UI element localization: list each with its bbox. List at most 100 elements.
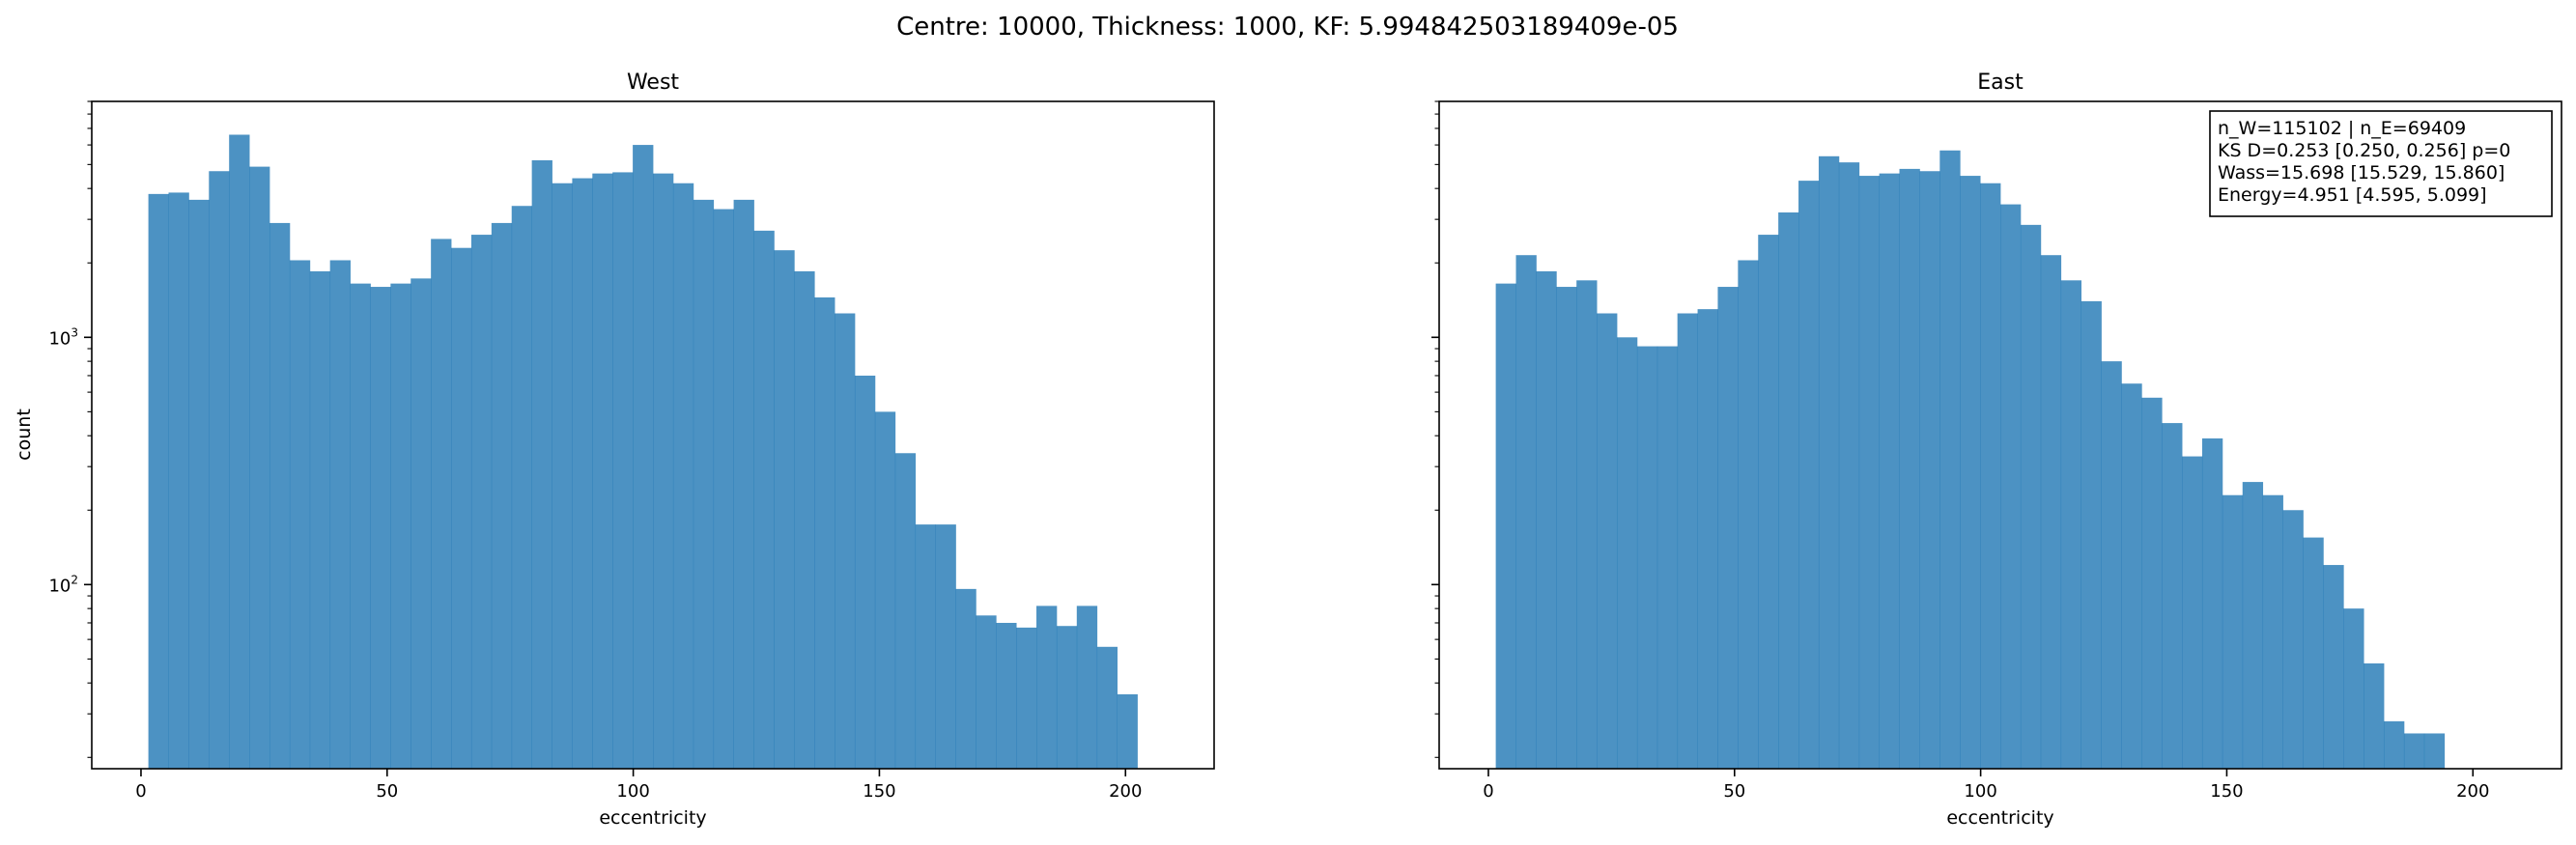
east-bar — [1758, 235, 1779, 769]
east-bar — [1556, 287, 1577, 769]
stats-line-counts: n_W=115102 | n_E=69409 — [2218, 118, 2466, 139]
west-x-ticks: 0 50 100 150 200 — [135, 769, 1142, 802]
west-bar — [350, 283, 371, 769]
east-title: East — [1977, 70, 2024, 95]
east-bar — [1597, 313, 1618, 769]
east-bar — [2201, 438, 2223, 769]
west-y-axis-label: count — [14, 408, 35, 461]
west-bar — [854, 375, 876, 769]
west-bar — [410, 278, 432, 769]
east-bar — [1960, 176, 1981, 769]
west-bar — [188, 199, 210, 769]
east-bar — [2040, 255, 2062, 769]
west-bar — [289, 260, 311, 769]
east-bar — [2364, 662, 2385, 769]
east-bar — [2282, 510, 2304, 769]
west-bar — [733, 199, 754, 769]
east-bar — [2323, 565, 2344, 769]
east-x-ticks: 0 50 100 150 200 — [1483, 769, 2489, 802]
east-axes-frame — [1438, 100, 2562, 770]
west-bar — [1036, 606, 1058, 769]
west-bar — [229, 134, 250, 770]
east-bar — [1616, 337, 1638, 769]
west-x-tick-label: 100 — [616, 781, 649, 802]
west-bars — [148, 134, 1138, 770]
east-x-axis-label: eccentricity — [1946, 807, 2053, 829]
east-bar — [2020, 224, 2042, 770]
east-bar — [1838, 162, 1860, 769]
east-bar — [2423, 733, 2446, 769]
west-bar — [1056, 626, 1078, 769]
east-bar — [1697, 309, 1718, 769]
west-x-tick-label: 200 — [1109, 781, 1142, 802]
west-bar — [309, 270, 331, 769]
east-bar — [2000, 204, 2022, 770]
east-x-tick-label: 150 — [2210, 781, 2243, 802]
west-bar — [470, 235, 493, 769]
west-bar — [390, 283, 411, 769]
east-bar — [2162, 423, 2183, 769]
east-bar — [1818, 155, 1840, 770]
west-bar — [572, 178, 593, 769]
east-bar — [2242, 482, 2264, 769]
west-bar — [592, 173, 613, 769]
west-bar — [693, 199, 715, 769]
east-bar — [1515, 255, 1537, 769]
west-bar — [874, 411, 896, 769]
west-bar — [612, 172, 634, 770]
east-bar — [2182, 456, 2203, 769]
east-x-tick-label: 0 — [1483, 781, 1493, 802]
stats-annotation-box — [2209, 110, 2553, 217]
west-bar — [996, 622, 1017, 769]
west-bar — [168, 192, 189, 770]
east-bar — [2222, 494, 2244, 769]
east-bar — [2403, 733, 2425, 769]
west-bar — [814, 296, 835, 769]
west-bar — [1016, 627, 1037, 769]
west-bar — [329, 260, 351, 769]
east-y-ticks — [1431, 100, 1439, 758]
stats-line-wass: Wass=15.698 [15.529, 15.860] — [2218, 162, 2505, 183]
west-bar — [148, 193, 169, 769]
east-bar — [1536, 270, 1557, 769]
west-bar — [511, 206, 533, 770]
west-bar — [935, 524, 956, 769]
east-bar — [1656, 346, 1679, 769]
west-x-tick-label: 0 — [135, 781, 146, 802]
west-bar — [672, 183, 694, 770]
east-bar — [1778, 211, 1799, 770]
east-bar — [2121, 383, 2142, 769]
west-bar — [1117, 693, 1138, 769]
stats-annotation: n_W=115102 | n_E=69409 KS D=0.253 [0.250… — [2209, 110, 2553, 217]
east-bar — [1939, 150, 1961, 770]
west-y-ticks: 102 103 — [48, 100, 92, 758]
west-bar — [1076, 606, 1098, 769]
west-title: West — [627, 70, 679, 95]
east-x-tick-label: 100 — [1964, 781, 1996, 802]
west-bar — [713, 209, 734, 769]
east-bar — [1919, 171, 1940, 770]
east-bar — [2141, 397, 2163, 769]
west-bar — [249, 166, 270, 770]
east-bar — [2101, 361, 2122, 769]
east-bar — [1738, 260, 1759, 769]
east-bar — [1576, 280, 1598, 769]
west-bar — [653, 173, 674, 769]
west-axes: West 0 50 100 150 200 102 103 eccentricity co… — [14, 70, 1215, 829]
west-bar — [531, 159, 552, 770]
west-bar — [794, 270, 815, 769]
west-bar — [835, 313, 856, 769]
east-bar — [1980, 183, 2001, 770]
east-axes: East 0 50 100 150 200 eccentricity n_W=11510… — [1431, 70, 2562, 829]
east-bar — [1717, 287, 1739, 769]
west-bar — [209, 171, 230, 770]
west-x-tick-label: 150 — [863, 781, 895, 802]
east-bar — [2343, 608, 2364, 769]
west-bar — [431, 239, 452, 769]
east-bar — [2081, 300, 2102, 769]
west-bar — [774, 250, 795, 769]
west-bar — [552, 183, 573, 770]
west-bar — [491, 222, 513, 770]
east-bars — [1495, 150, 2446, 770]
